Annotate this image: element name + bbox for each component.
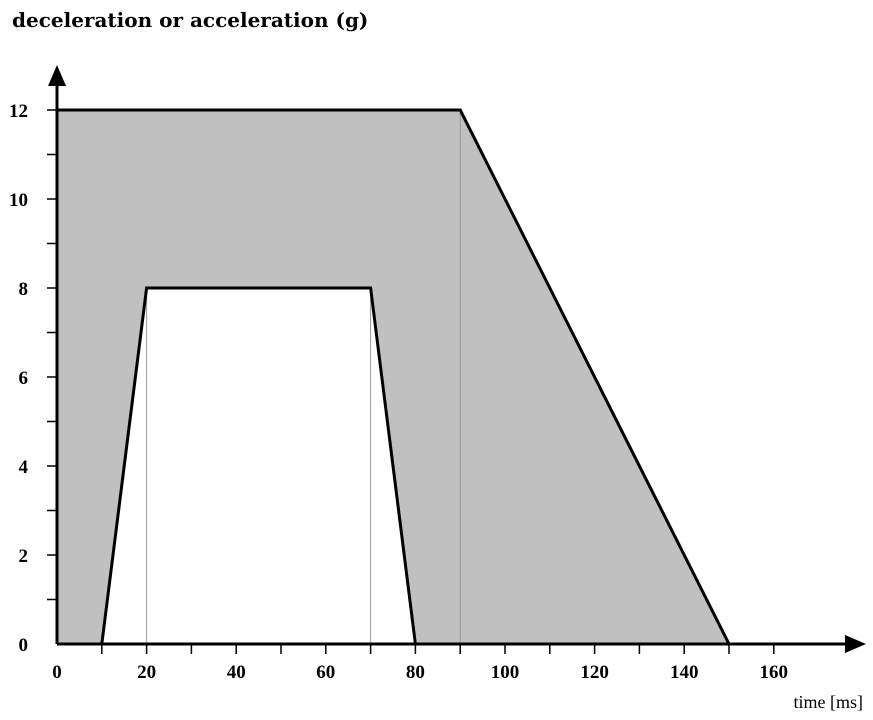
y-tick-label-2: 2 bbox=[19, 546, 29, 567]
chart-title: deceleration or acceleration (g) bbox=[12, 8, 369, 32]
x-tick-label-60: 60 bbox=[316, 662, 335, 683]
x-tick-label-140: 140 bbox=[670, 662, 699, 683]
x-tick-label-100: 100 bbox=[491, 662, 520, 683]
y-tick-label-10: 10 bbox=[9, 190, 28, 211]
y-tick-label-6: 6 bbox=[19, 368, 29, 389]
x-tick-label-160: 160 bbox=[760, 662, 789, 683]
x-tick-label-80: 80 bbox=[406, 662, 425, 683]
upper-bound-line bbox=[57, 108, 731, 645]
x-tick-label-0: 0 bbox=[52, 662, 62, 683]
y-tick-label-0: 0 bbox=[19, 635, 29, 656]
x-tick-label-20: 20 bbox=[137, 662, 156, 683]
lower-bound-line bbox=[100, 286, 417, 645]
y-tick-label-12: 12 bbox=[9, 101, 28, 122]
x-axis-label: time [ms] bbox=[793, 692, 864, 712]
y-tick-label-8: 8 bbox=[19, 279, 29, 300]
x-tick-label-120: 120 bbox=[580, 662, 609, 683]
corridor-area bbox=[57, 110, 729, 644]
x-axis-arrow bbox=[845, 635, 866, 653]
y-tick-label-4: 4 bbox=[19, 457, 29, 478]
y-axis-arrow bbox=[48, 65, 66, 86]
x-tick-label-40: 40 bbox=[227, 662, 246, 683]
